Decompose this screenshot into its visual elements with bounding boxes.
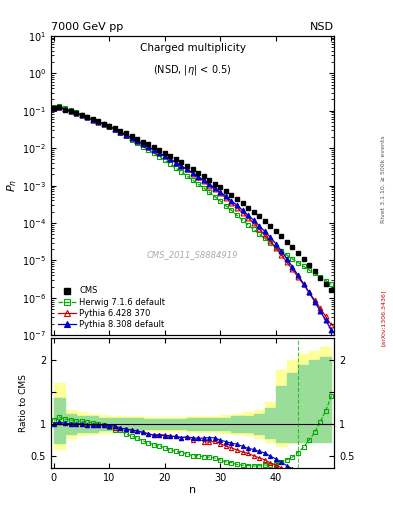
Legend: CMS, Herwig 7.1.6 default, Pythia 6.428 370, Pythia 8.308 default: CMS, Herwig 7.1.6 default, Pythia 6.428 … [55,284,168,331]
X-axis label: n: n [189,485,196,495]
Text: Charged multiplicity: Charged multiplicity [140,44,246,53]
Text: Rivet 3.1.10, ≥ 500k events: Rivet 3.1.10, ≥ 500k events [381,135,386,223]
Y-axis label: $P_n$: $P_n$ [6,179,19,192]
Text: (NSD, $|\eta|$ < 0.5): (NSD, $|\eta|$ < 0.5) [153,63,232,77]
Text: 7000 GeV pp: 7000 GeV pp [51,22,123,32]
Y-axis label: Ratio to CMS: Ratio to CMS [19,374,28,432]
Text: CMS_2011_S8884919: CMS_2011_S8884919 [147,250,238,259]
Text: [arXiv:1306.3436]: [arXiv:1306.3436] [381,289,386,346]
Text: NSD: NSD [310,22,334,32]
